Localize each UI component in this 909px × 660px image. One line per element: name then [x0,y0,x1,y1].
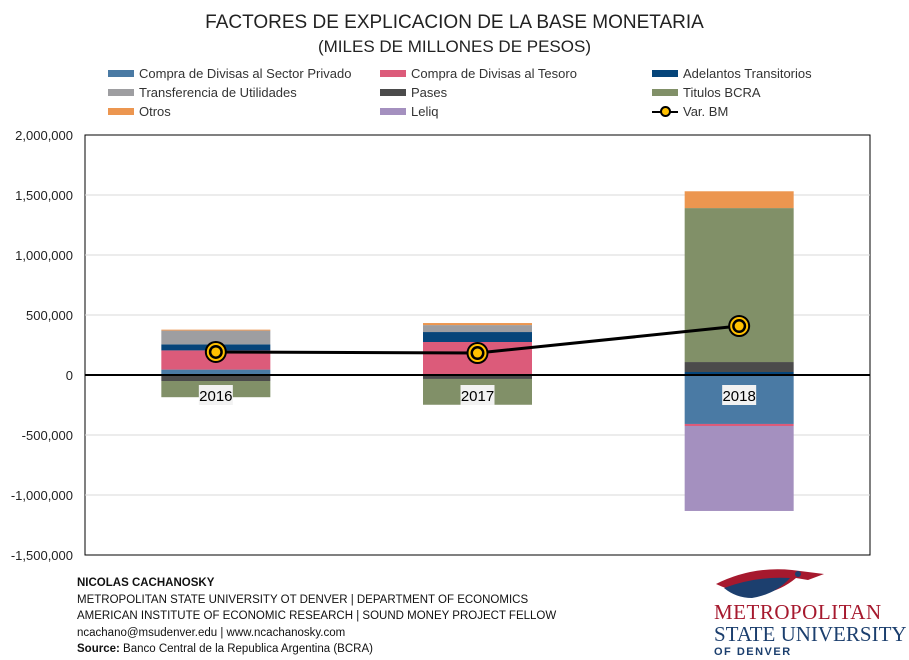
legend-label: Transferencia de Utilidades [139,85,297,100]
legend-item: Titulos BCRA [652,85,761,100]
category-label-bg [460,385,495,405]
footer-line3: ncachano@msudenver.edu | www.ncachanosky… [77,627,346,639]
legend-label: Compra de Divisas al Sector Privado [139,66,352,81]
university-logo: METROPOLITAN STATE UNIVERSITY OF DENVER [712,562,907,659]
plot-border [84,134,871,556]
logo-line1: METROPOLITAN [714,600,882,624]
footer-author: NICOLAS CACHANOSKY [77,577,215,589]
category-label-bg [198,385,233,405]
var-bm-marker-ring [206,342,225,361]
footer-line2: AMERICAN INSTITUTE OF ECONOMIC RESEARCH … [77,610,557,622]
y-tick-label: 500,000 [26,308,73,323]
chart-subtitle: (MILES DE MILLONES DE PESOS) [317,37,591,56]
legend-swatch [380,70,406,77]
bar-segment [684,191,794,209]
bar-segment [423,332,532,342]
legend-label: Pases [411,85,448,100]
legend-swatch [380,108,406,115]
category-label-bg [722,385,757,405]
footer-source: Source: Banco Central de la Republica Ar… [77,642,373,656]
x-category-label: 2016 [199,388,232,405]
legend-label: Leliq [411,104,439,119]
legend-label: Adelantos Transitorios [683,66,812,81]
y-tick-label: 0 [66,368,73,383]
legend-swatch [108,70,134,77]
plot-area: -1,500,000 -1,000,000 -500,000 0 500,000 1,00… [11,128,871,563]
legend-item: Adelantos Transitorios [652,66,812,81]
var-bm-marker-dot [211,347,221,357]
var-bm-marker-dot [734,321,744,331]
bar-segment [161,375,271,381]
legend-label: Compra de Divisas al Tesoro [411,66,577,81]
legend-label: Otros [139,104,171,119]
legend-item: Var. BM [652,104,728,119]
legend-label: Titulos BCRA [683,85,761,100]
bar-segment [684,208,794,363]
footer-line1: METROPOLITAN STATE UNIVERSITY OT DENVER … [77,594,529,606]
y-tick-label: -500,000 [22,428,73,443]
y-tick-label: 1,000,000 [15,248,73,263]
y-tick-label: 1,500,000 [15,188,73,203]
bar-segment [684,423,794,426]
legend-swatch [652,89,678,96]
var-bm-marker-ring [468,344,487,363]
bar-segment [423,375,532,379]
source-text: Banco Central de la Republica Argentina … [119,643,373,655]
bar-segment [423,323,532,326]
source-label: Source: [77,643,120,655]
var-bm-marker-ring [730,317,749,336]
x-category-label: 2018 [722,388,755,405]
legend-swatch [652,70,678,77]
legend-swatch [108,89,134,96]
y-tick-label: 2,000,000 [15,128,73,143]
legend-item: Otros [108,104,171,119]
roadrunner-logo-icon [716,569,824,598]
bar-segment [423,325,532,333]
legend-item: Leliq [380,104,438,119]
legend-item: Compra de Divisas al Tesoro [380,66,577,81]
bar-segment [161,329,271,331]
logo-line3: OF DENVER [714,646,792,658]
y-tick-label: -1,500,000 [11,548,73,563]
bar-segment [684,426,794,511]
x-category-label: 2017 [461,388,494,405]
legend-label: Var. BM [683,104,729,119]
bar-segment [161,369,271,375]
var-bm-marker-dot [473,348,482,358]
legend-item: Transferencia de Utilidades [108,85,297,100]
legend-item: Compra de Divisas al Sector Privado [108,66,351,81]
logo-line2: STATE UNIVERSITY [714,622,907,646]
bar-segment [684,362,794,372]
bar-segment [684,372,794,375]
legend-line-marker-icon [652,105,678,118]
chart-title: FACTORES DE EXPLICACION DE LA BASE MONET… [205,12,704,33]
bar-segment [161,330,271,345]
y-tick-label: -1,000,000 [11,488,73,503]
legend-swatch [108,108,134,115]
legend-item: Pases [380,85,447,100]
legend-swatch [380,89,406,96]
